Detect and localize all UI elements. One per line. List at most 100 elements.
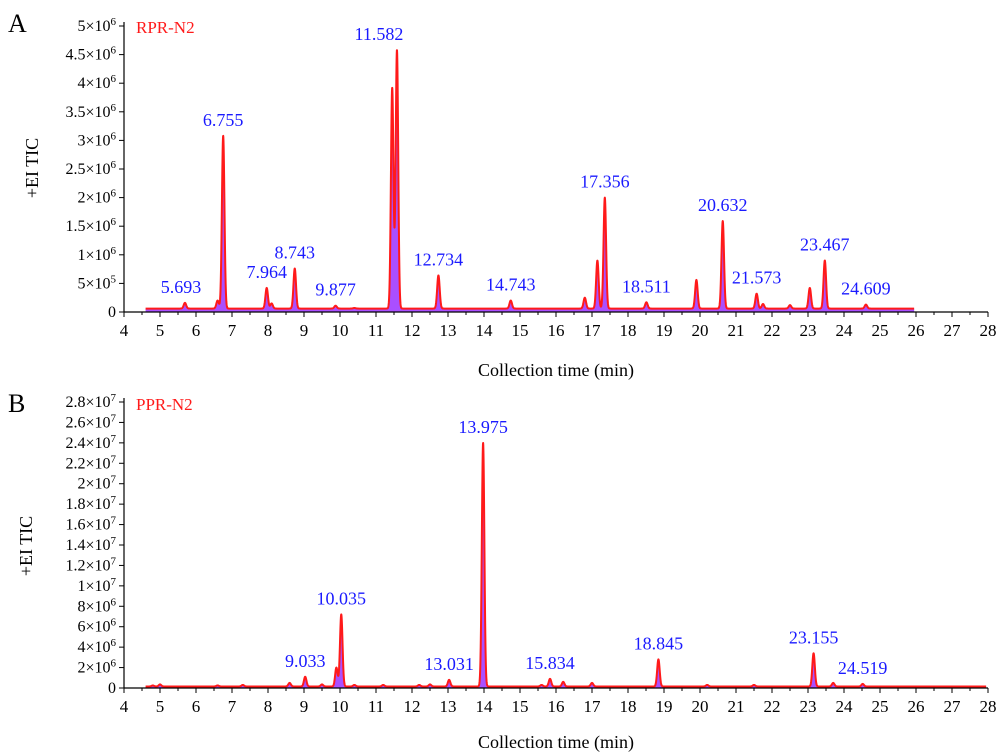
peak-label: 13.031 — [424, 654, 474, 674]
y-tick-label: 1.5×106 — [65, 216, 116, 235]
x-tick-label: 17 — [584, 697, 602, 716]
y-tick-label: 2.6×107 — [65, 412, 116, 431]
x-tick-label: 27 — [944, 321, 962, 340]
y-tick-label: 3×106 — [77, 130, 116, 149]
x-tick-label: 4 — [120, 321, 129, 340]
x-tick-label: 8 — [264, 321, 273, 340]
y-tick-label: 2.4×107 — [65, 433, 116, 452]
x-tick-label: 26 — [908, 697, 925, 716]
peak-label: 13.975 — [458, 417, 508, 437]
y-tick-label: 5×105 — [77, 273, 116, 292]
y-tick-label: 0 — [108, 304, 116, 321]
x-tick-label: 20 — [692, 321, 709, 340]
x-tick-label: 27 — [944, 697, 962, 716]
x-tick-label: 13 — [440, 697, 457, 716]
x-tick-label: 13 — [440, 321, 457, 340]
peak-label: 24.519 — [838, 658, 888, 678]
y-tick-label: 2×107 — [77, 474, 116, 493]
chromatogram-trace — [144, 441, 987, 688]
y-tick-label: 3.5×106 — [65, 102, 116, 121]
x-tick-label: 5 — [156, 321, 165, 340]
y-tick-label: 1.4×107 — [65, 535, 116, 554]
x-tick-label: 9 — [300, 697, 309, 716]
y-tick-label: 1×107 — [77, 576, 116, 595]
y-tick-label: 2.8×107 — [65, 392, 116, 411]
x-tick-label: 5 — [156, 697, 165, 716]
x-tick-label: 25 — [872, 321, 889, 340]
x-tick-label: 25 — [872, 697, 889, 716]
x-tick-label: 28 — [980, 321, 997, 340]
y-tick-label: 5×106 — [77, 16, 116, 35]
peak-label: 21.573 — [732, 268, 782, 288]
y-tick-label: 2×106 — [77, 658, 116, 677]
x-tick-label: 15 — [512, 697, 529, 716]
x-tick-label: 11 — [368, 697, 384, 716]
x-tick-label: 19 — [656, 697, 673, 716]
x-tick-label: 23 — [800, 321, 817, 340]
sample-label: PPR-N2 — [136, 395, 193, 414]
panel-letter: A — [8, 9, 27, 38]
peak-label: 5.693 — [161, 277, 202, 297]
peak-label: 14.743 — [486, 275, 536, 295]
peak-label: 24.609 — [841, 279, 891, 299]
x-axis-title: Collection time (min) — [478, 360, 634, 381]
peak-label: 23.155 — [789, 627, 839, 647]
peak-label: 23.467 — [800, 235, 850, 255]
peak-label: 7.964 — [246, 262, 287, 282]
x-axis-title: Collection time (min) — [478, 732, 634, 753]
x-tick-label: 28 — [980, 697, 997, 716]
peak-label: 17.356 — [580, 172, 630, 192]
chromatogram-trace — [144, 49, 915, 310]
y-tick-label: 0 — [108, 680, 116, 697]
peak-label: 9.877 — [315, 280, 356, 300]
x-tick-label: 6 — [192, 697, 201, 716]
y-tick-label: 8×106 — [77, 596, 116, 615]
x-tick-label: 4 — [120, 697, 129, 716]
peak-label: 12.734 — [414, 249, 464, 269]
x-tick-label: 18 — [620, 697, 637, 716]
y-tick-label: 4×106 — [77, 73, 116, 92]
x-tick-label: 8 — [264, 697, 273, 716]
y-axis-title: +EI TIC — [22, 138, 42, 198]
x-tick-label: 19 — [656, 321, 673, 340]
x-tick-label: 12 — [404, 697, 421, 716]
panel-a: 4 5 6 7 8 9 10 11 12 13 14 15 16 17 18 19 20 21 22 23 24 25 26… — [8, 9, 997, 381]
x-tick-label: 10 — [332, 697, 349, 716]
y-tick-label: 2.5×106 — [65, 159, 116, 178]
peak-label: 15.834 — [525, 653, 575, 673]
x-tick-label: 26 — [908, 321, 925, 340]
x-tick-label: 24 — [836, 697, 854, 716]
x-tick-label: 24 — [836, 321, 854, 340]
peak-label: 6.755 — [203, 110, 244, 130]
chromatogram-fill — [145, 442, 987, 688]
x-tick-label: 17 — [584, 321, 602, 340]
peak-label: 11.582 — [355, 24, 404, 44]
y-tick-label: 1×106 — [77, 245, 116, 264]
x-tick-label: 21 — [728, 321, 745, 340]
peak-label: 10.035 — [317, 588, 367, 608]
x-tick-label: 11 — [368, 321, 384, 340]
panel-letter: B — [8, 389, 25, 418]
x-tick-label: 22 — [764, 321, 781, 340]
peak-label: 9.033 — [285, 651, 326, 671]
x-tick-label: 10 — [332, 321, 349, 340]
x-tick-label: 7 — [228, 321, 237, 340]
y-tick-label: 1.8×107 — [65, 494, 116, 513]
peak-label: 8.743 — [274, 243, 315, 263]
x-tick-label: 16 — [548, 321, 565, 340]
y-tick-label: 1.6×107 — [65, 515, 116, 534]
x-tick-label: 22 — [764, 697, 781, 716]
panel-b: 4 5 6 7 8 9 10 11 12 13 14 15 16 17 18 19 20 21 22 23 24 25 26… — [8, 389, 997, 753]
x-tick-label: 15 — [512, 321, 529, 340]
y-tick-label: 4×106 — [77, 637, 116, 656]
x-tick-label: 23 — [800, 697, 817, 716]
y-axis-title: +EI TIC — [16, 516, 36, 576]
peak-label: 18.845 — [634, 633, 684, 653]
x-tick-label: 18 — [620, 321, 637, 340]
y-tick-label: 1.2×107 — [65, 555, 116, 574]
x-tick-label: 9 — [300, 321, 309, 340]
peak-label: 20.632 — [698, 195, 748, 215]
x-tick-label: 7 — [228, 697, 237, 716]
x-tick-label: 16 — [548, 697, 565, 716]
